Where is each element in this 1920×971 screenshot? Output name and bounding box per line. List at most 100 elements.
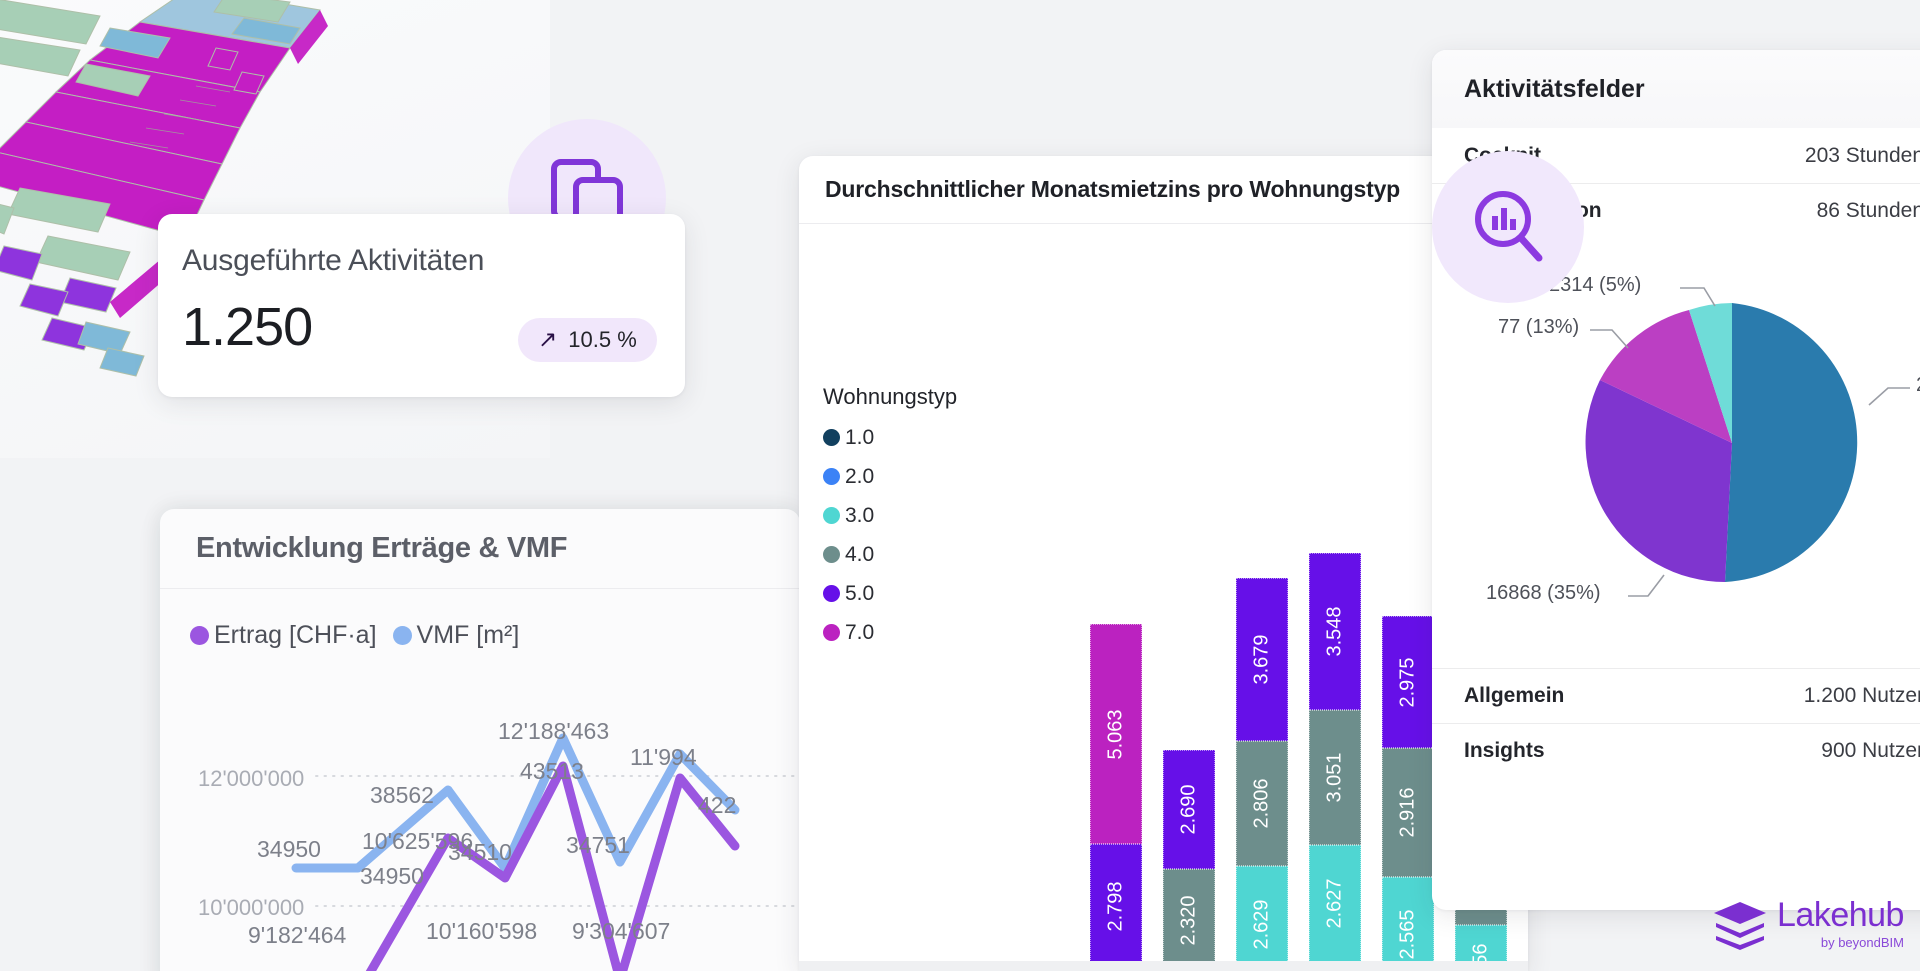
bar-legend-title: Wohnungstyp bbox=[823, 384, 958, 409]
bar-segment[interactable]: 3.051 bbox=[1309, 710, 1361, 845]
legend-label-vmf: VMF [m²] bbox=[416, 621, 520, 649]
legend-label-type-7: 7.0 bbox=[845, 620, 875, 644]
kpi-delta-value: 10.5 % bbox=[568, 327, 637, 352]
legend-item-type-5[interactable]: 5.0 bbox=[823, 574, 957, 613]
bar-segment[interactable]: 2.627 bbox=[1309, 845, 1361, 962]
bar-segment-label: 3.679 bbox=[1250, 634, 1273, 685]
bar-chart-legend: Wohnungstyp 1.0 2.0 3.0 4.0 5.0 7.0 bbox=[823, 384, 957, 652]
legend-item-type-3[interactable]: 3.0 bbox=[823, 496, 957, 535]
bar-segment[interactable]: 2.798 bbox=[1090, 844, 1142, 968]
legend-item-type-1[interactable]: 1.0 bbox=[823, 418, 957, 457]
bar-chart-axis bbox=[799, 961, 1528, 971]
legend-swatch-type-5 bbox=[823, 585, 840, 602]
bar-segment-label: 2.806 bbox=[1250, 778, 1273, 829]
legend-swatch-type-3 bbox=[823, 507, 840, 524]
legend-label-ertrag: Ertrag [CHF·a] bbox=[214, 621, 377, 649]
pie-slice-magenta[interactable] bbox=[1600, 310, 1732, 443]
pie-label-purple: 16868 (35%) bbox=[1486, 582, 1601, 604]
row-value: 1.200 Nutzer bbox=[1803, 684, 1920, 707]
line-chart-title: Entwicklung Erträge & VMF bbox=[196, 532, 568, 564]
bim-3d-model-graphic bbox=[0, 0, 328, 377]
activity-fields-title: Aktivitätsfelder bbox=[1464, 74, 1645, 103]
logo-subtitle: by beyondBIM bbox=[1820, 935, 1904, 950]
bar-column[interactable]: 2.690 2.320 2.475 782 bbox=[1163, 750, 1215, 971]
bar-segment[interactable]: 2.806 bbox=[1236, 741, 1288, 866]
legend-swatch-vmf bbox=[392, 626, 412, 645]
chart-magnifier-icon bbox=[1475, 191, 1543, 262]
kpi-title: Ausgeführte Aktivitäten bbox=[182, 244, 485, 277]
table-row[interactable]: Insights 900 Nutzer bbox=[1432, 723, 1920, 778]
legend-swatch-ertrag bbox=[190, 626, 209, 645]
legend-label-type-2: 2.0 bbox=[845, 464, 875, 488]
bar-segment-label: 2.690 bbox=[1177, 784, 1200, 835]
kpi-value: 1.250 bbox=[182, 297, 313, 357]
legend-label-type-4: 4.0 bbox=[845, 542, 875, 566]
bar-segment[interactable]: 2.975 bbox=[1382, 616, 1434, 748]
bar-column[interactable]: 2.975 2.916 2.565 1.896 936 bbox=[1382, 616, 1434, 971]
pie-slice-blue[interactable] bbox=[1725, 303, 1858, 582]
pie-chart-svg bbox=[1585, 287, 1910, 597]
bar-column[interactable]: 3.548 3.051 2.627 2.383 1.098 bbox=[1309, 553, 1361, 971]
legend-item-type-2[interactable]: 2.0 bbox=[823, 457, 957, 496]
legend-item-type-4[interactable]: 4.0 bbox=[823, 535, 957, 574]
legend-swatch-type-2 bbox=[823, 468, 840, 485]
bar-segment-label: 3.051 bbox=[1323, 752, 1346, 803]
bar-segment-label: 2.975 bbox=[1396, 656, 1419, 708]
kpi-card-completed-activities: Ausgeführte Aktivitäten 1.250 bbox=[158, 214, 685, 397]
bar-segment-label: 2.798 bbox=[1104, 880, 1127, 932]
bar-segment[interactable]: 5.063 bbox=[1090, 624, 1142, 844]
line-chart-svg bbox=[291, 733, 800, 971]
legend-swatch-type-1 bbox=[823, 429, 840, 446]
y-axis-tick-0: 12'000'000 bbox=[198, 766, 305, 791]
bar-segment[interactable]: 2.320 bbox=[1163, 869, 1215, 971]
bar-segment-label: 3.548 bbox=[1323, 606, 1346, 657]
bar-chart-card: Durchschnittlicher Monatsmietzins pro Wo… bbox=[799, 156, 1528, 971]
bar-segment[interactable]: 2.565 bbox=[1382, 877, 1434, 971]
bar-segment-label: 2.629 bbox=[1250, 899, 1273, 950]
line-chart-legend: Ertrag [CHF·a] VMF [m²] bbox=[160, 589, 800, 650]
activity-fields-panel: Aktivitätsfelder Cockpit 203 Stunden Kon… bbox=[1432, 50, 1920, 910]
legend-item-ertrag[interactable]: Ertrag [CHF·a] bbox=[190, 621, 377, 650]
pie-label-magenta: 77 (13%) bbox=[1498, 316, 1580, 338]
pie-label-blue: 22767 bbox=[1916, 374, 1920, 397]
chart-magnifier-badge bbox=[1432, 151, 1584, 303]
bar-chart-title: Durchschnittlicher Monatsmietzins pro Wo… bbox=[825, 176, 1401, 202]
bar-segment-label: 2.916 bbox=[1396, 787, 1419, 838]
legend-swatch-type-4 bbox=[823, 546, 840, 563]
bar-segment-label: 2.627 bbox=[1323, 878, 1346, 929]
bar-segment-label: 2.320 bbox=[1177, 895, 1200, 946]
bar-segment[interactable]: 3.679 bbox=[1236, 578, 1288, 741]
bar-segment[interactable]: 2.916 bbox=[1382, 748, 1434, 877]
row-key: Allgemein bbox=[1464, 684, 1565, 707]
table-row[interactable]: Allgemein 1.200 Nutzer bbox=[1432, 668, 1920, 723]
row-value: 900 Nutzer bbox=[1821, 739, 1920, 762]
row-key: Insights bbox=[1464, 739, 1545, 762]
y-axis-tick-1: 10'000'000 bbox=[198, 895, 305, 920]
bar-column[interactable]: 3.679 2.806 2.629 1.809 1.223 bbox=[1236, 578, 1288, 971]
activity-fields-header: Aktivitätsfelder bbox=[1432, 50, 1920, 128]
legend-label-type-3: 3.0 bbox=[845, 503, 875, 527]
line-chart-plot: 12'000'000 10'000'000 34950 38562 34510 … bbox=[160, 650, 800, 971]
bar-segment[interactable]: 2.629 bbox=[1236, 866, 1288, 971]
pie-slice-turquoise[interactable] bbox=[1689, 303, 1732, 443]
bar-chart-header: Durchschnittlicher Monatsmietzins pro Wo… bbox=[799, 156, 1528, 224]
logo-name: Lakehub bbox=[1777, 896, 1904, 934]
line-chart-card: Entwicklung Erträge & VMF Ertrag [CHF·a]… bbox=[160, 509, 800, 971]
row-value: 86 Stunden bbox=[1816, 199, 1920, 222]
bar-segment[interactable]: 2.690 bbox=[1163, 750, 1215, 869]
stacked-layers-logo-icon bbox=[1714, 902, 1766, 950]
line-chart-header: Entwicklung Erträge & VMF bbox=[160, 509, 800, 589]
lakehub-logo: Lakehub by beyondBIM bbox=[1712, 896, 1904, 952]
trend-up-arrow-icon: ↗ bbox=[538, 325, 558, 352]
pie-slice-purple[interactable] bbox=[1585, 380, 1732, 582]
legend-item-type-7[interactable]: 7.0 bbox=[823, 613, 957, 652]
bar-column[interactable]: 5.063 2.798 1.778 1.579 bbox=[1090, 624, 1142, 971]
legend-item-vmf[interactable]: VMF [m²] bbox=[392, 621, 520, 650]
legend-label-type-1: 1.0 bbox=[845, 425, 875, 449]
pie-chart-plot: 2314 (5%) 77 (13%) 16868 (35%) 22767 bbox=[1432, 238, 1920, 668]
bar-segment[interactable]: 3.548 bbox=[1309, 553, 1361, 710]
pie-label-turquoise: 2314 (5%) bbox=[1549, 274, 1642, 296]
legend-swatch-type-7 bbox=[823, 624, 840, 641]
legend-label-type-5: 5.0 bbox=[845, 581, 875, 605]
kpi-delta-badge: ↗ 10.5 % bbox=[518, 318, 657, 362]
